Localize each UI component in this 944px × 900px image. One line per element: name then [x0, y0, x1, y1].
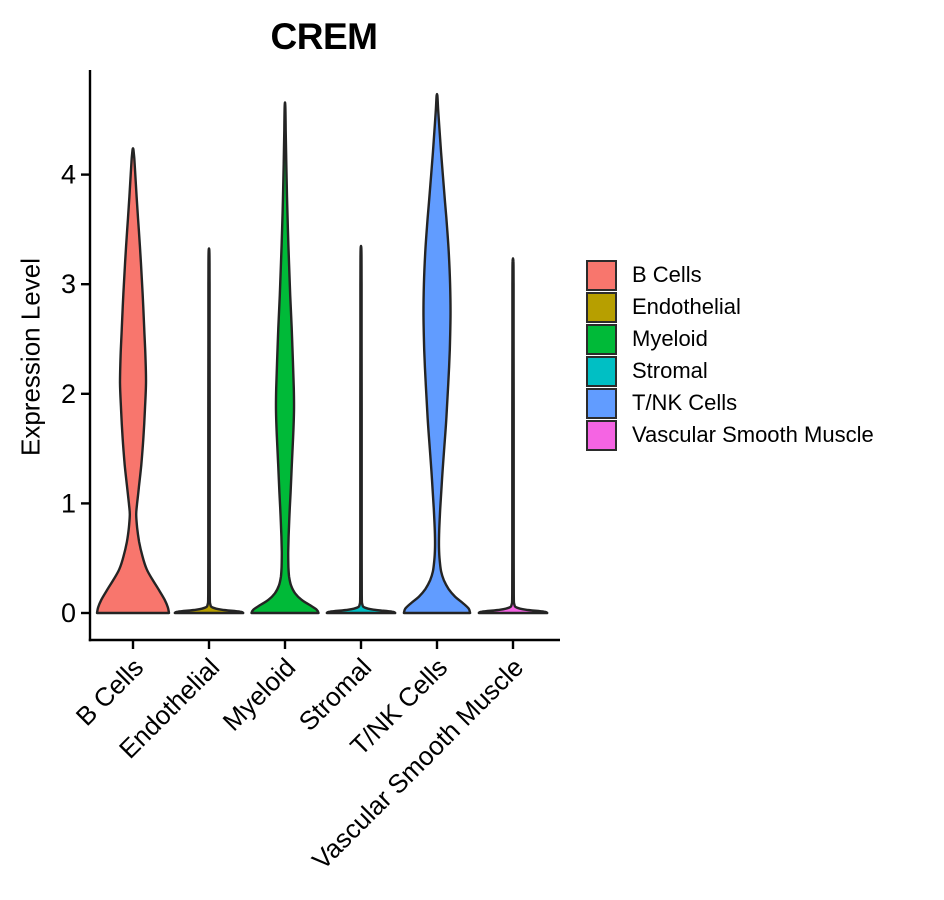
legend-swatch-icon [586, 323, 617, 355]
legend-item: B Cells [586, 259, 874, 291]
violin-b-cells [95, 147, 171, 615]
violin-endothelial [173, 247, 245, 615]
violin-vascular-smooth-muscle [477, 257, 549, 615]
legend-swatch-icon [586, 259, 617, 291]
y-tick-label: 1 [61, 488, 76, 518]
violin-t-nk-cells [402, 92, 472, 615]
legend-label: T/NK Cells [632, 390, 738, 415]
legend-label: B Cells [632, 262, 702, 287]
y-tick-label: 2 [61, 379, 76, 409]
legend-item: Myeloid [586, 323, 874, 355]
legend-label: Stromal [632, 358, 708, 383]
x-axis-label: Myeloid [217, 652, 302, 737]
y-tick-label: 3 [61, 269, 76, 299]
y-tick-label: 0 [61, 598, 76, 628]
legend-item: T/NK Cells [586, 387, 874, 419]
legend-swatch-icon [586, 291, 617, 323]
legend-label: Vascular Smooth Muscle [632, 422, 874, 447]
legend-swatch-icon [586, 419, 617, 451]
violin-myeloid [250, 101, 320, 615]
plot-title: CREM [270, 16, 378, 57]
legend-label: Endothelial [632, 294, 741, 319]
legend-label: Myeloid [632, 326, 708, 351]
legend-item: Stromal [586, 355, 874, 387]
legend-item: Vascular Smooth Muscle [586, 419, 874, 451]
y-tick-label: 4 [61, 160, 76, 190]
violin-stromal [325, 244, 397, 615]
legend-swatch-icon [586, 387, 617, 419]
legend: B Cells Endothelial Myeloid Stromal T/NK Cel… [586, 259, 874, 451]
legend-item: Endothelial [586, 291, 874, 323]
legend-swatch-icon [586, 355, 617, 387]
